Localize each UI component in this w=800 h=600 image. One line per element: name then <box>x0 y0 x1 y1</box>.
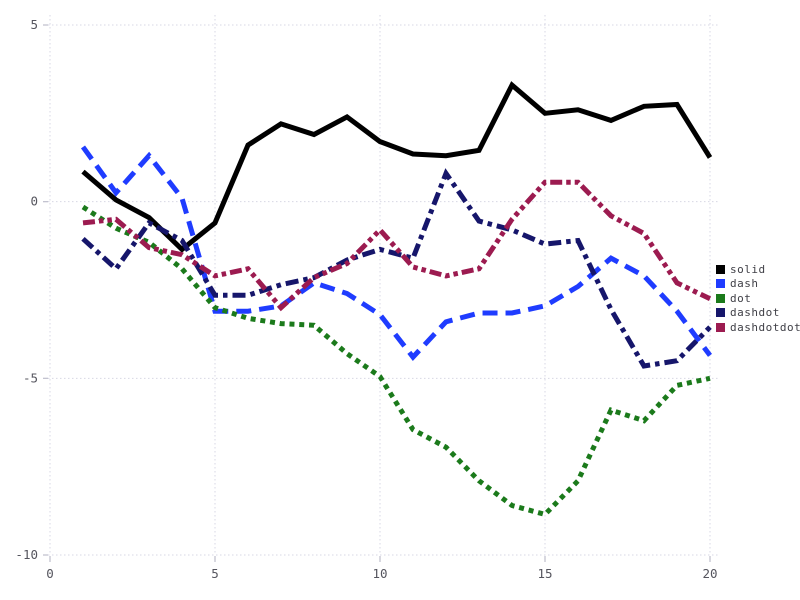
legend-item-dashdotdot: dashdotdot <box>716 320 800 335</box>
series-dash-line <box>80 145 713 361</box>
x-tick-label: 15 <box>537 566 552 581</box>
series-dashdot-line <box>81 168 712 369</box>
legend: solid dash dot dashdot dashdotdot <box>716 262 800 335</box>
series-dot-line <box>81 204 711 518</box>
legend-swatch-dash <box>716 279 725 289</box>
legend-label: dashdotdot <box>730 320 800 334</box>
legend-swatch-dashdotdot <box>716 322 725 332</box>
legend-item-solid: solid <box>716 262 800 277</box>
series-solid-line <box>81 81 713 253</box>
series-dashdotdot-line <box>82 179 712 312</box>
legend-label: dashdot <box>730 306 780 320</box>
y-tick-label: -10 <box>15 547 38 562</box>
x-tick-label: 0 <box>46 566 54 581</box>
x-tick-label: 10 <box>372 566 387 581</box>
legend-label: dash <box>730 277 759 291</box>
legend-swatch-solid <box>716 264 725 274</box>
x-tick-label: 20 <box>702 566 717 581</box>
legend-swatch-dashdot <box>716 308 725 318</box>
legend-swatch-dot <box>716 293 725 303</box>
y-tick-label: -5 <box>23 370 38 385</box>
x-tick-label: 5 <box>211 566 219 581</box>
y-tick-label: 5 <box>30 17 38 32</box>
legend-item-dash: dash <box>716 277 800 292</box>
legend-label: dot <box>730 291 752 305</box>
legend-item-dashdot: dashdot <box>716 306 800 321</box>
legend-item-dot: dot <box>716 291 800 306</box>
y-tick-label: 0 <box>30 194 38 209</box>
legend-label: solid <box>730 262 766 276</box>
